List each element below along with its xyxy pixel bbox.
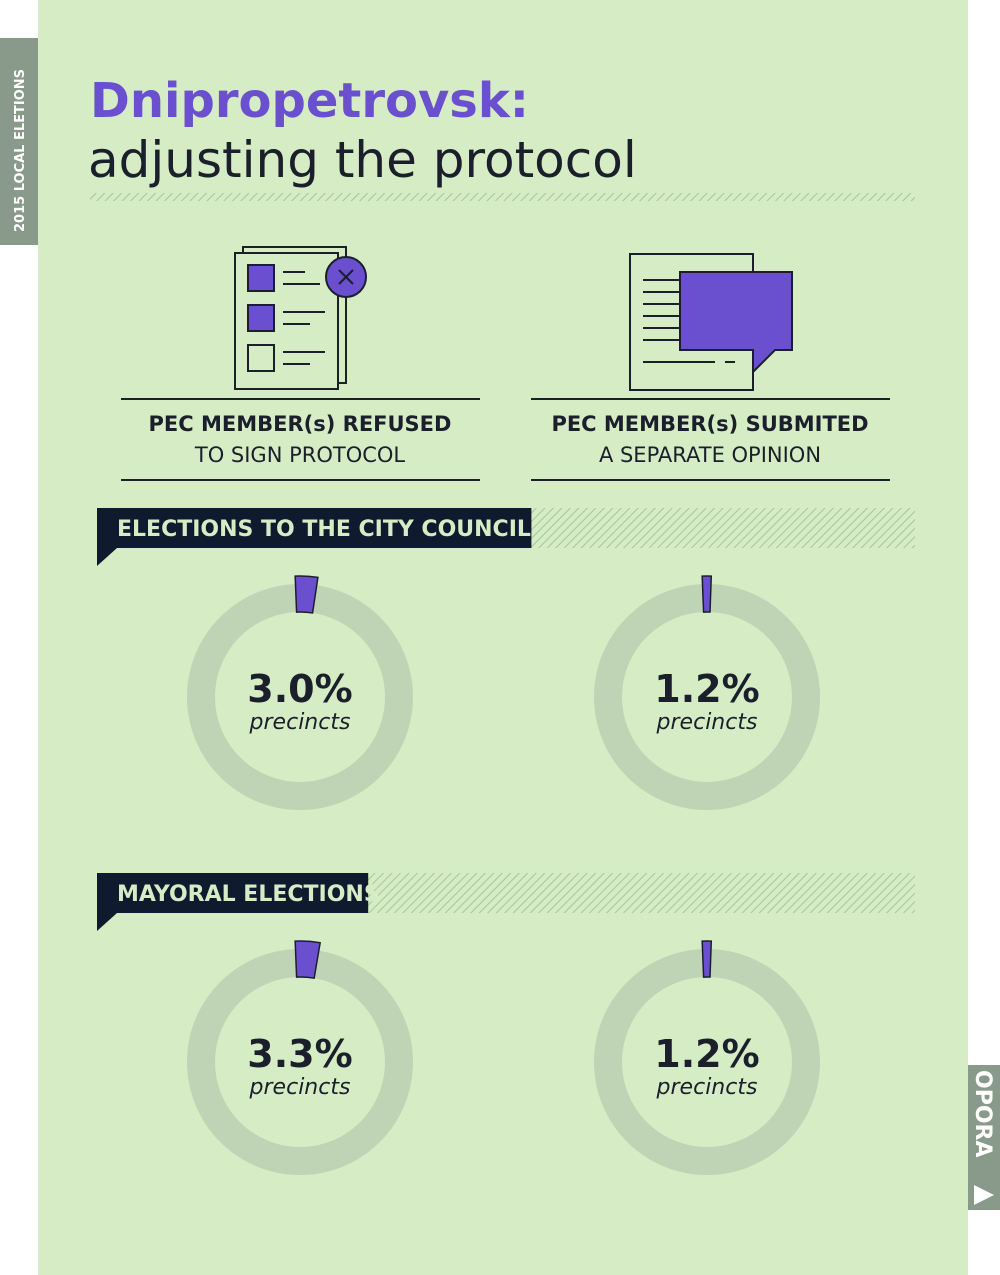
banner-fold [97, 548, 117, 566]
subtitle: adjusting the protocol [88, 131, 637, 189]
brand: OPORA [970, 1070, 995, 1158]
title: Dnipropetrovsk: [90, 73, 529, 129]
section-banner [97, 873, 369, 913]
column-heading: PEC MEMBER(s) REFUSED [149, 412, 452, 436]
divider [90, 193, 915, 201]
section-title: ELECTIONS TO THE CITY COUNCIL [117, 517, 531, 542]
value-label: 3.3% [247, 1032, 352, 1076]
caption: precincts [656, 1075, 758, 1100]
refused-icon [234, 246, 367, 390]
column-heading: PEC MEMBER(s) SUBMITED [551, 412, 868, 436]
caption: precincts [249, 1075, 351, 1100]
brand-tab [968, 1065, 1000, 1210]
side-label: 2015 LOCAL ELETIONS [13, 69, 28, 232]
opinion-icon [629, 253, 793, 391]
caption: precincts [656, 710, 758, 735]
caption: precincts [249, 710, 351, 735]
value-label: 3.0% [247, 667, 352, 711]
column-text: TO SIGN PROTOCOL [194, 443, 406, 467]
brand-arrow [974, 1185, 994, 1205]
value-label: 1.2% [654, 667, 759, 711]
donut-segment [294, 940, 322, 980]
section-title: MAYORAL ELECTIONS [117, 882, 380, 907]
side-tab [0, 38, 38, 245]
banner-fold [97, 913, 117, 931]
donut-segment [701, 940, 713, 978]
column-text: A SEPARATE OPINION [599, 443, 821, 467]
donut-segment [294, 575, 319, 614]
value-label: 1.2% [654, 1032, 759, 1076]
panel [38, 0, 968, 1275]
donut-segment [701, 575, 713, 613]
section-banner [97, 508, 532, 548]
